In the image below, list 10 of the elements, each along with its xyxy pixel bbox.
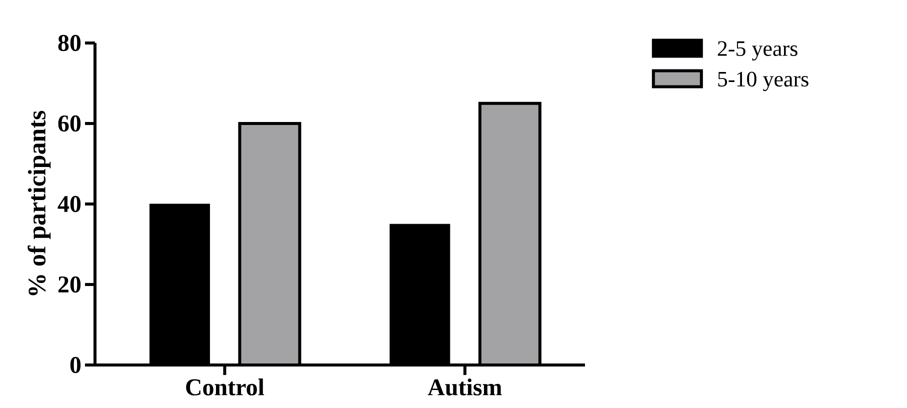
x-tick-label: Control [186,378,264,396]
y-tick-label: 40 [58,196,81,212]
legend-label: 2-5 years [718,41,798,61]
y-axis-title: % of participants [28,110,51,296]
x-tick-label: Autism [428,378,502,396]
y-tick-label: 80 [58,34,81,52]
y-tick-label: 20 [58,276,81,293]
legend-label: 5-10 years [718,72,808,92]
y-tick-label: 0 [70,356,81,374]
y-tick-label: 60 [58,115,81,132]
